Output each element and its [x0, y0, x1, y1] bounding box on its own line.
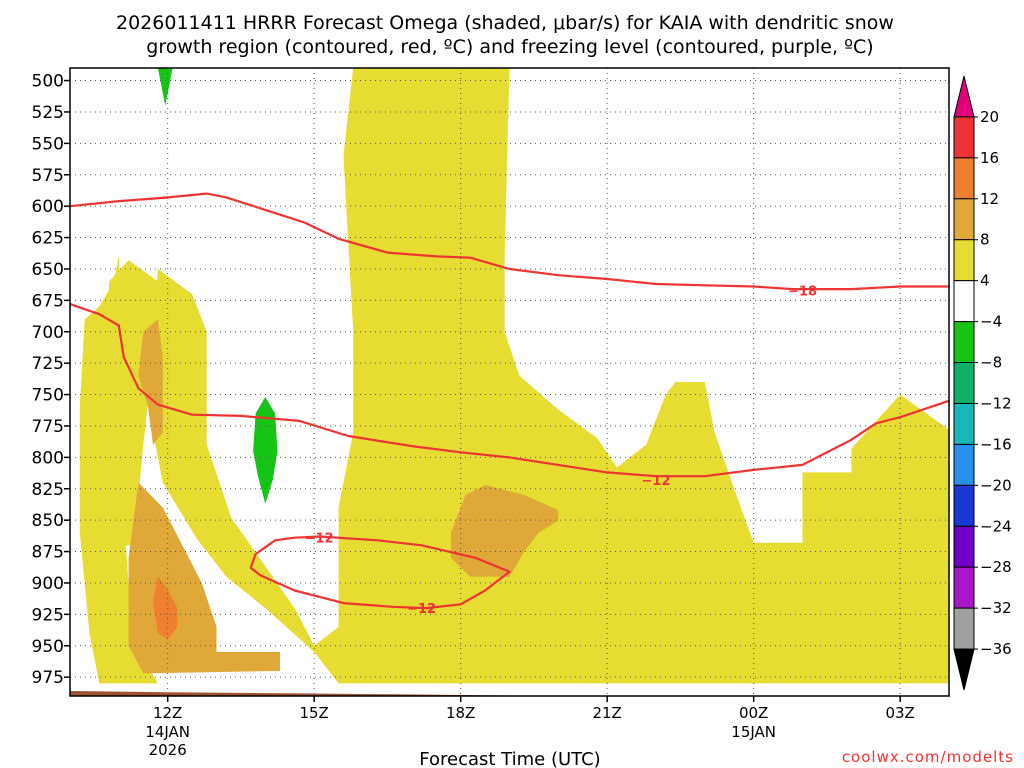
- y-tick-label-675: 675: [32, 291, 64, 311]
- colorbar-swatch-1: [953, 116, 975, 159]
- plot-frame: [69, 67, 950, 697]
- colorbar-label-8: −16: [980, 435, 1012, 453]
- y-tick-label-550: 550: [32, 134, 64, 154]
- terrain-ground: [70, 691, 949, 696]
- x-tick-year-12: 2026: [149, 741, 187, 759]
- x-axis-label: Forecast Time (UTC): [419, 749, 600, 768]
- colorbar-swatch-11: [953, 525, 975, 568]
- y-tick-label-875: 875: [32, 543, 64, 563]
- plot-area: −18 −12 −12 −12: [70, 68, 949, 696]
- y-tick-label-650: 650: [32, 260, 64, 280]
- colorbar-swatch-7: [953, 362, 975, 404]
- colorbar-swatch-0: [953, 75, 975, 118]
- chart-title-line-1: 2026011411 HRRR Forecast Omega (shaded, …: [116, 12, 894, 34]
- colorbar-swatch-12: [953, 566, 975, 609]
- contour-label-3: −12: [407, 602, 436, 617]
- x-tick-date-24: 15JAN: [731, 723, 776, 741]
- chart-title-line-2: growth region (contoured, red, ºC) and f…: [146, 36, 873, 58]
- colorbar-label-3: 8: [980, 231, 990, 249]
- x-tick-label-12: 12Z: [153, 704, 182, 722]
- colorbar-label-10: −24: [980, 517, 1012, 535]
- contour-label-1: −12: [642, 474, 671, 489]
- colorbar-label-2: 12: [980, 190, 999, 208]
- colorbar-swatch-6: [953, 321, 975, 364]
- colorbar-label-9: −20: [980, 476, 1012, 494]
- y-tick-label-575: 575: [32, 166, 64, 186]
- omega-region-deep-orange-core: [153, 576, 178, 640]
- x-tick-label-27: 03Z: [885, 704, 914, 722]
- y-tick-label-750: 750: [32, 386, 64, 406]
- site-credit: coolwx.com/modelts: [842, 748, 1014, 766]
- colorbar-label-4: 4: [980, 272, 990, 290]
- colorbar-swatch-3: [953, 198, 975, 241]
- contour-label-2: −12: [305, 532, 334, 547]
- colorbar-swatch-9: [953, 443, 975, 486]
- y-tick-label-500: 500: [32, 72, 64, 92]
- y-tick-label-825: 825: [32, 480, 64, 500]
- colorbar-label-5: −4: [980, 313, 1002, 331]
- temperature-contours: −18 −12 −12 −12: [70, 192, 949, 617]
- colorbar-swatch-8: [953, 402, 975, 445]
- omega-region-main-yellow: [148, 68, 949, 684]
- y-tick-label-700: 700: [32, 323, 64, 343]
- y-axis-pressure: 500 525 550 575 600 625 650 675 700 725 750 775 800 8…: [32, 72, 70, 688]
- y-tick-label-600: 600: [32, 197, 64, 217]
- contour-label-0: −18: [788, 284, 817, 299]
- colorbar-label-11: −28: [980, 558, 1012, 576]
- y-tick-label-625: 625: [32, 229, 64, 249]
- x-tick-label-15: 15Z: [299, 704, 328, 722]
- y-tick-label-525: 525: [32, 103, 64, 123]
- colorbar-swatch-10: [953, 484, 975, 527]
- y-tick-label-775: 775: [32, 417, 64, 437]
- y-tick-label-850: 850: [32, 511, 64, 531]
- contour-line-0: [70, 192, 949, 291]
- omega-shading: [79, 68, 949, 684]
- y-tick-label-900: 900: [32, 574, 64, 594]
- colorbar-label-0: 20: [980, 108, 999, 126]
- terrain-strip: [70, 691, 949, 696]
- colorbar-label-13: −36: [980, 640, 1012, 658]
- y-tick-label-950: 950: [32, 637, 64, 657]
- colorbar-label-7: −12: [980, 394, 1012, 412]
- x-tick-date-12: 14JAN: [145, 723, 190, 741]
- omega-region-green-mid: [253, 397, 278, 504]
- colorbar-swatch-5: [953, 280, 975, 323]
- colorbar-swatch-13: [953, 607, 975, 650]
- colorbar-label-6: −8: [980, 354, 1002, 372]
- contour-line-1: [70, 303, 949, 478]
- y-tick-label-925: 925: [32, 605, 64, 625]
- colorbar-swatch-4: [953, 239, 975, 282]
- x-tick-label-24: 00Z: [739, 704, 768, 722]
- colorbar-label-12: −32: [980, 599, 1012, 617]
- y-tick-label-725: 725: [32, 354, 64, 374]
- x-tick-label-18: 18Z: [446, 704, 475, 722]
- contour-line-2: [249, 535, 511, 610]
- omega-region-green-top: [157, 68, 173, 106]
- omega-region-orange-mid: [450, 485, 559, 577]
- y-tick-label-800: 800: [32, 448, 64, 468]
- omega-region-orange-upper-left: [138, 319, 163, 445]
- y-tick-label-975: 975: [32, 668, 64, 688]
- colorbar-legend: 20 16 12 8 4 −4 −8 −12 −16 −20 −24 −28 −32 −36: [953, 75, 1012, 691]
- colorbar-swatch-2: [953, 157, 975, 200]
- x-tick-label-21: 21Z: [592, 704, 621, 722]
- colorbar-swatch-14: [953, 648, 975, 691]
- colorbar-label-1: 16: [980, 149, 999, 167]
